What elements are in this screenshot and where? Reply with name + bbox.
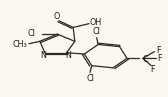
Text: C: C — [142, 55, 148, 64]
Text: Cl: Cl — [86, 74, 94, 83]
Text: F: F — [156, 46, 160, 55]
Text: Cl: Cl — [28, 29, 35, 38]
Text: N: N — [40, 51, 46, 60]
Text: F: F — [150, 65, 155, 74]
Text: OH: OH — [90, 18, 102, 27]
Text: O: O — [53, 12, 60, 21]
Text: F: F — [158, 54, 162, 63]
Text: CH₃: CH₃ — [12, 40, 27, 49]
Text: Cl: Cl — [93, 27, 100, 36]
Text: N: N — [66, 51, 71, 60]
